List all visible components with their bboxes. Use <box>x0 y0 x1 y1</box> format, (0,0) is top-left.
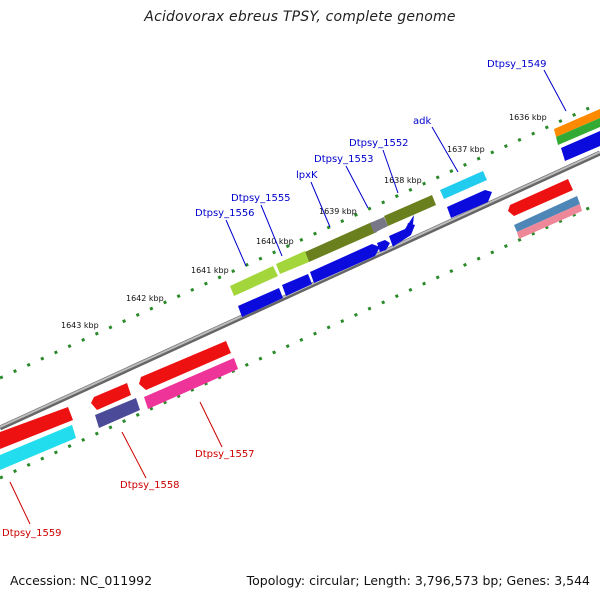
gene-label: Dtpsy_1552 <box>349 138 409 149</box>
gene-label: Dtpsy_1557 <box>195 449 255 460</box>
cds-arrow-forward <box>238 288 283 317</box>
cds-arrow-forward <box>390 223 415 246</box>
cds-arrow-reverse <box>139 341 231 390</box>
genome-backbone <box>0 150 600 431</box>
cog-block-pink <box>517 204 582 239</box>
cog-block-cyan <box>440 171 487 199</box>
cog-track-reverse <box>0 196 582 470</box>
gene-label: adk <box>413 116 431 127</box>
kbp-ticks: 1636 kbp 1637 kbp 1638 kbp 1639 kbp 1640… <box>61 113 547 330</box>
cds-arrow-forward <box>282 274 312 296</box>
kbp-tick-label: 1640 kbp <box>256 237 294 246</box>
kbp-tick-label: 1636 kbp <box>509 113 547 122</box>
cog-block-steel <box>514 196 580 232</box>
kbp-tick-label: 1638 kbp <box>384 176 422 185</box>
gene-labels-reverse: Dtpsy_1557 Dtpsy_1558 Dtpsy_1559 <box>2 401 255 539</box>
cog-block-lime <box>276 251 309 274</box>
gene-label: lpxK <box>296 170 318 181</box>
kbp-tick-label: 1637 kbp <box>447 145 485 154</box>
cds-arrow-reverse <box>0 407 73 449</box>
cds-arrow-forward <box>310 244 380 283</box>
map-title: Acidovorax ebreus TPSY, complete genome <box>144 9 456 25</box>
gene-labels-forward: Dtpsy_1549 adk Dtpsy_1552 Dtpsy_1553 lpx… <box>195 59 567 267</box>
kbp-tick-label: 1639 kbp <box>319 207 357 216</box>
cds-arrow-forward <box>377 240 390 252</box>
tick-row-outer <box>0 101 600 380</box>
cog-block-green <box>556 118 600 145</box>
gene-label: Dtpsy_1556 <box>195 208 255 219</box>
cds-arrow-reverse <box>508 179 573 216</box>
cog-block-gray <box>370 217 388 233</box>
cog-block-slate <box>95 398 140 428</box>
cog-block-cyan <box>0 425 76 470</box>
accession-label: Accession: NC_011992 <box>10 573 153 588</box>
cds-arrow-forward <box>561 131 600 161</box>
gene-label: Dtpsy_1549 <box>487 59 547 70</box>
gene-label: Dtpsy_1555 <box>231 193 291 204</box>
cog-block-olive <box>384 195 436 226</box>
kbp-tick-label: 1641 kbp <box>191 266 229 275</box>
cds-arrow-forward <box>447 190 492 218</box>
cds-track-forward <box>238 131 600 317</box>
cog-block-olive <box>305 222 377 262</box>
gene-label: Dtpsy_1558 <box>120 480 180 491</box>
cds-arrow-reverse <box>91 383 131 410</box>
cog-block-magenta <box>144 358 238 409</box>
gene-label: Dtpsy_1559 <box>2 528 62 539</box>
gene-label: Dtpsy_1553 <box>314 154 374 165</box>
cog-track-forward <box>230 109 600 296</box>
cds-track-reverse <box>0 179 573 449</box>
kbp-tick-label: 1643 kbp <box>61 321 99 330</box>
tick-row-inner <box>0 201 600 480</box>
genome-summary: Topology: circular; Length: 3,796,573 bp… <box>246 573 590 588</box>
cog-block-orange <box>554 109 600 137</box>
kbp-tick-label: 1642 kbp <box>126 294 164 303</box>
cog-block-lime <box>230 266 278 296</box>
